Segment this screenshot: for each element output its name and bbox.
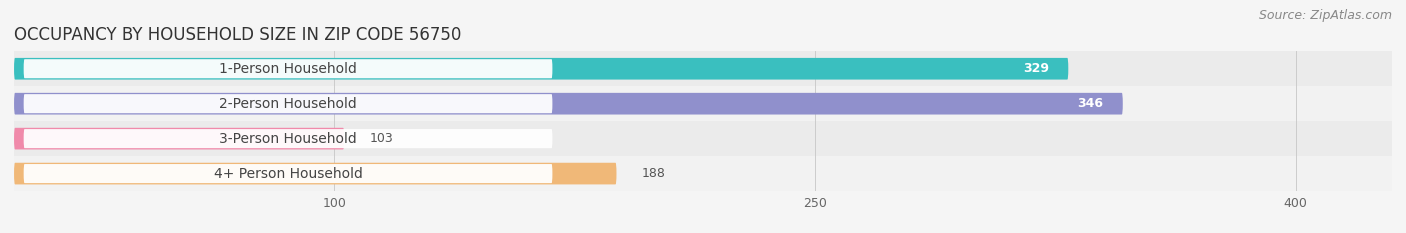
FancyBboxPatch shape <box>24 129 553 148</box>
Text: 346: 346 <box>1077 97 1104 110</box>
FancyBboxPatch shape <box>24 164 553 183</box>
FancyBboxPatch shape <box>14 51 1392 86</box>
FancyBboxPatch shape <box>14 156 1392 191</box>
Text: 329: 329 <box>1024 62 1049 75</box>
Text: 188: 188 <box>643 167 666 180</box>
FancyBboxPatch shape <box>14 93 1123 115</box>
Text: 103: 103 <box>370 132 394 145</box>
Text: 4+ Person Household: 4+ Person Household <box>214 167 363 181</box>
Text: Source: ZipAtlas.com: Source: ZipAtlas.com <box>1258 9 1392 22</box>
Text: 1-Person Household: 1-Person Household <box>219 62 357 76</box>
FancyBboxPatch shape <box>14 163 616 185</box>
FancyBboxPatch shape <box>14 128 344 150</box>
Text: 2-Person Household: 2-Person Household <box>219 97 357 111</box>
FancyBboxPatch shape <box>14 58 1069 80</box>
FancyBboxPatch shape <box>14 121 1392 156</box>
Text: OCCUPANCY BY HOUSEHOLD SIZE IN ZIP CODE 56750: OCCUPANCY BY HOUSEHOLD SIZE IN ZIP CODE … <box>14 26 461 44</box>
Text: 3-Person Household: 3-Person Household <box>219 132 357 146</box>
FancyBboxPatch shape <box>24 59 553 78</box>
FancyBboxPatch shape <box>24 94 553 113</box>
FancyBboxPatch shape <box>14 86 1392 121</box>
